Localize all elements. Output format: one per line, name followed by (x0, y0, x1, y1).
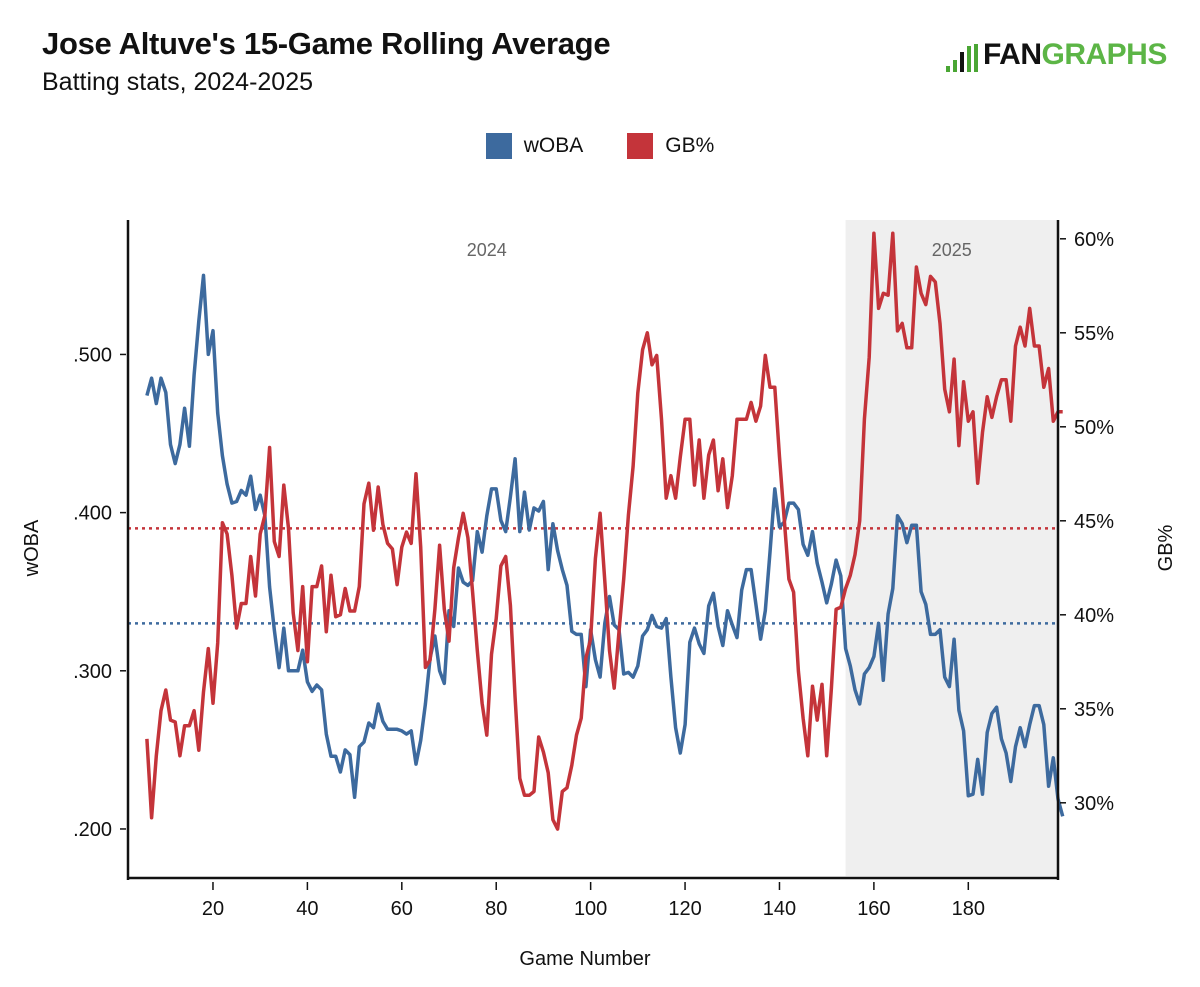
y2-tick-label: 50% (1074, 417, 1114, 439)
x-tick-label: 40 (296, 898, 318, 920)
x-tick-label: 140 (763, 898, 796, 920)
legend-swatch-gb (627, 133, 654, 159)
legend-label-gb: GB% (665, 134, 715, 157)
x-tick-label: 80 (485, 898, 507, 920)
y2-tick-label: 60% (1074, 229, 1114, 251)
logo-text-fan: FAN (983, 38, 1042, 71)
legend-swatch-woba (485, 133, 512, 159)
chart-legend: wOBA GB% (0, 133, 1200, 159)
season-shade-2025 (845, 220, 1058, 876)
chart-subtitle: Batting stats, 2024-2025 (42, 68, 314, 96)
y2-tick-label: 30% (1074, 793, 1114, 815)
season-label-2025: 2025 (932, 240, 972, 260)
y2-tick-label: 45% (1074, 511, 1114, 533)
x-tick-label: 100 (574, 898, 607, 920)
y-tick-label: .200 (73, 819, 112, 841)
y2-tick-label: 40% (1074, 605, 1114, 627)
legend-item-gb: GB% (627, 133, 714, 159)
y-axis-title: wOBA (21, 519, 43, 577)
series-line-woba (145, 273, 1065, 817)
y-tick-label: .300 (73, 661, 112, 683)
logo-bars-icon (946, 44, 981, 72)
fangraphs-logo: FAN GRAPHS (946, 38, 1168, 72)
y2-tick-label: 55% (1074, 323, 1114, 345)
y-tick-label: .400 (73, 503, 112, 525)
y2-axis-title: GB% (1155, 524, 1177, 571)
x-tick-label: 20 (202, 898, 224, 920)
y2-tick-label: 35% (1074, 699, 1114, 721)
x-tick-label: 60 (391, 898, 413, 920)
x-tick-label: 180 (952, 898, 985, 920)
legend-item-woba: wOBA (485, 133, 584, 159)
x-tick-label: 160 (857, 898, 890, 920)
legend-label-woba: wOBA (523, 134, 584, 157)
series-line-gb (145, 231, 1063, 831)
logo-text-graphs: GRAPHS (1041, 38, 1168, 71)
x-axis-title: Game Number (519, 948, 650, 970)
y-tick-label: .500 (73, 344, 112, 366)
season-label-2024: 2024 (467, 240, 507, 260)
x-tick-label: 120 (668, 898, 701, 920)
chart-title: Jose Altuve's 15-Game Rolling Average (42, 26, 611, 61)
